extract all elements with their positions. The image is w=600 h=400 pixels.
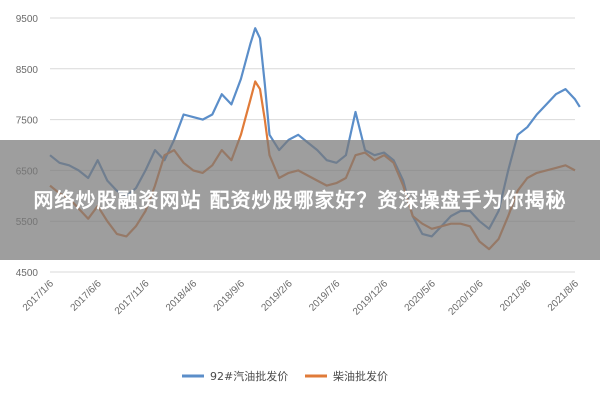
x-tick-label: 2017/1/6 [21,278,57,314]
x-tick-label: 2018/4/6 [164,278,200,314]
y-tick-label: 9500 [16,14,39,25]
x-tick-label: 2019/12/6 [351,278,391,318]
legend: 92#汽油批发价 柴油批发价 [182,369,388,383]
headline-banner: 网络炒股融资网站 配资炒股哪家好？资深操盘手为你揭秘 [0,140,600,260]
x-tick-label: 2021/8/6 [546,278,582,314]
x-axis-ticks: 2017/1/6 2017/6/6 2017/11/6 2018/4/6 2018/9/… [21,278,582,318]
y-tick-label: 4500 [16,268,39,279]
x-tick-label: 2019/7/6 [307,278,343,314]
headline-text[interactable]: 网络炒股融资网站 配资炒股哪家好？资深操盘手为你揭秘 [33,188,567,212]
y-tick-label: 8500 [16,65,39,76]
x-tick-label: 2020/10/6 [446,278,486,318]
legend-label-diesel: 柴油批发价 [333,369,388,383]
x-tick-label: 2018/9/6 [212,278,248,314]
legend-label-92-gasoline: 92#汽油批发价 [210,369,288,383]
x-tick-label: 2017/11/6 [113,278,152,317]
x-tick-label: 2017/6/6 [69,278,105,314]
y-tick-label: 7500 [16,116,39,127]
x-tick-label: 2019/2/6 [259,278,295,314]
x-tick-label: 2020/5/6 [403,278,439,314]
x-tick-label: 2021/3/6 [498,278,534,314]
